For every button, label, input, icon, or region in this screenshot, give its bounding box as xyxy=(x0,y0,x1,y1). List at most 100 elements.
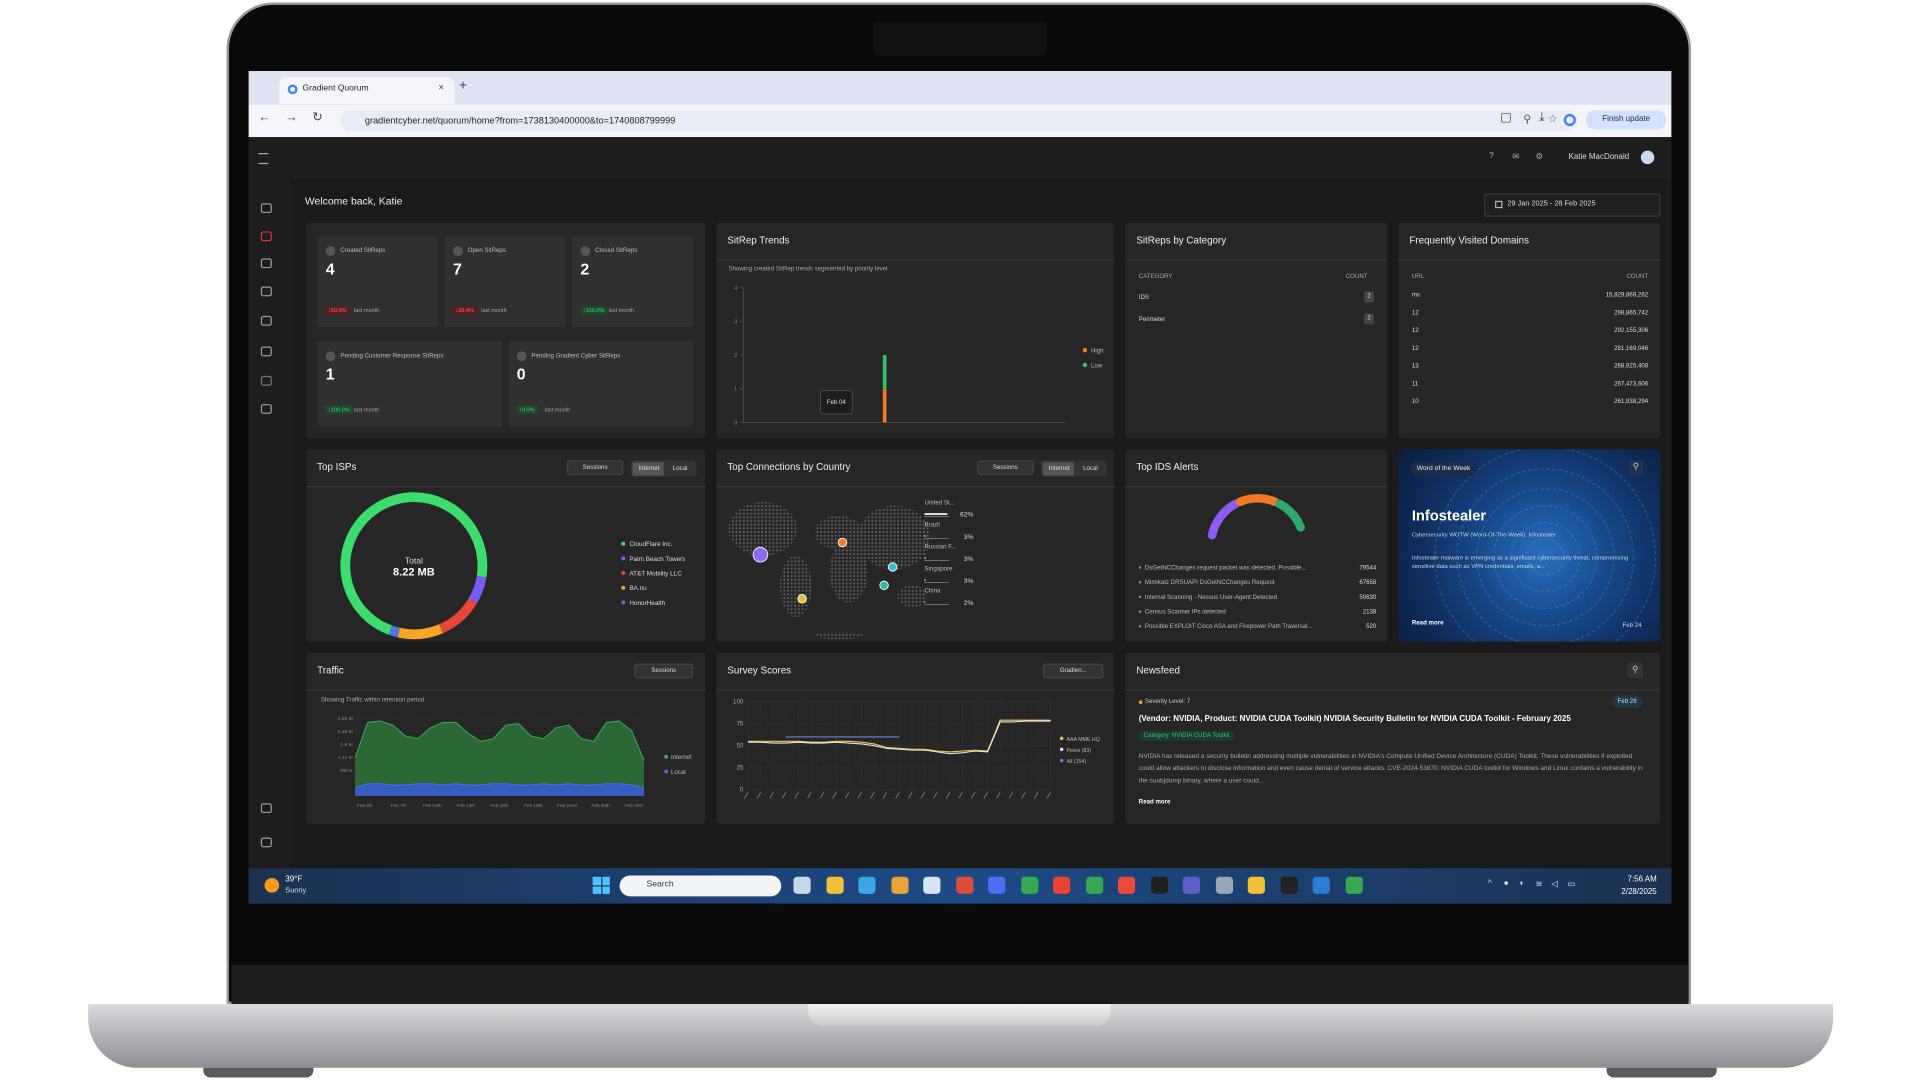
taskbar-app[interactable] xyxy=(1150,876,1168,894)
tray-icon[interactable]: ^ xyxy=(1487,879,1492,888)
x-tick xyxy=(807,791,812,799)
taskbar-app[interactable] xyxy=(1280,876,1298,894)
taskbar-app[interactable] xyxy=(1312,876,1330,894)
taskbar-app[interactable] xyxy=(1247,876,1265,894)
top-connections-card: Top Connections by Country Sessions Intern… xyxy=(716,449,1115,642)
nav-button[interactable]: ↻ xyxy=(312,111,323,125)
taskbar-app[interactable] xyxy=(858,876,876,894)
search-icon[interactable]: ⚲ xyxy=(1628,460,1644,476)
nav-button[interactable]: ← xyxy=(258,111,271,125)
header-icon[interactable]: ✉ xyxy=(1512,153,1520,162)
taskbar-app[interactable] xyxy=(1085,876,1103,894)
addr-icon[interactable]: ⚲ xyxy=(1523,112,1532,125)
tray-icon[interactable]: ● xyxy=(1503,879,1509,888)
taskbar-app[interactable] xyxy=(923,876,941,894)
sidebar-icon[interactable] xyxy=(260,231,272,242)
new-tab-icon[interactable]: + xyxy=(459,78,468,94)
sidebar-icon[interactable] xyxy=(260,375,272,386)
taskbar-app[interactable] xyxy=(825,876,844,894)
alert-bullet xyxy=(1138,581,1142,584)
start-button[interactable] xyxy=(592,876,610,894)
taskbar-app[interactable] xyxy=(1345,876,1363,894)
taskbar-app[interactable] xyxy=(988,876,1006,894)
sidebar-icon[interactable] xyxy=(260,286,272,297)
date-range-picker[interactable]: 29 Jan 2025 - 28 Feb 2025 xyxy=(1484,193,1661,217)
donut-segment xyxy=(468,575,487,604)
card-title: Top Connections by Country xyxy=(727,461,851,473)
legend-swatch xyxy=(664,769,669,774)
sidebar-icon[interactable] xyxy=(260,346,272,357)
taskbar-app[interactable] xyxy=(793,876,811,894)
sidebar-icon[interactable] xyxy=(260,258,272,269)
group-dropdown[interactable]: Gradien... xyxy=(1043,663,1104,679)
sessions-dropdown[interactable]: Sessions xyxy=(634,663,694,679)
country-share: 3% xyxy=(964,556,974,563)
stat-tile[interactable]: Created SitReps 4 ↓50.0% last month xyxy=(317,236,439,327)
sidebar-icon[interactable] xyxy=(260,315,272,326)
taskbar-app[interactable] xyxy=(1053,876,1071,894)
toggle-option[interactable]: Local xyxy=(1073,461,1107,477)
browser-tab[interactable]: Gradient Quorum × xyxy=(279,77,455,105)
x-tick xyxy=(983,791,989,799)
country-bar-track xyxy=(924,516,949,517)
user-avatar[interactable] xyxy=(1640,150,1655,165)
alert-bullet xyxy=(1138,625,1142,628)
stat-tile[interactable]: Pending Customer Response SitReps 1 ↑100.0… xyxy=(317,341,503,427)
read-more-link[interactable]: Read more xyxy=(1411,619,1444,627)
start-pane xyxy=(601,876,610,885)
toolbar-icon[interactable]: ▢ xyxy=(1500,111,1512,125)
severity-label: Severity Level: 7 xyxy=(1144,697,1191,706)
tab-close-icon[interactable]: × xyxy=(438,82,445,94)
profile-icon[interactable] xyxy=(1563,113,1576,127)
x-tick xyxy=(769,791,774,799)
nav-button[interactable]: → xyxy=(285,111,298,125)
y-tick-label: 100 xyxy=(733,698,744,705)
taskbar-app[interactable] xyxy=(1117,876,1136,894)
bezel-bottom xyxy=(231,964,1689,1005)
toggle-option[interactable]: Local xyxy=(663,461,697,477)
stat-tile[interactable]: Open SitReps 7 ↓36.4% last month xyxy=(444,236,566,327)
sidebar-icon[interactable] xyxy=(260,803,272,814)
sidebar-icon[interactable] xyxy=(260,837,272,848)
sessions-dropdown[interactable]: Sessions xyxy=(566,460,624,476)
taskbar-app[interactable] xyxy=(955,876,973,894)
ring-decoration xyxy=(1510,522,1581,593)
address-bar[interactable]: gradientcyber.net/quorum/home?from=17381… xyxy=(340,110,1578,132)
search-icon[interactable]: ⚲ xyxy=(1627,662,1644,679)
read-more-link[interactable]: Read more xyxy=(1138,798,1171,806)
finish-update-button[interactable]: Finish update xyxy=(1585,110,1667,130)
stat-tile[interactable]: Pending Gradient Cyber SitReps 0 ↑0.0% last… xyxy=(508,341,694,427)
tray-icon[interactable]: ≋ xyxy=(1535,880,1543,889)
taskbar-app[interactable] xyxy=(890,876,908,894)
taskbar-app[interactable] xyxy=(1020,876,1038,894)
taskbar-search[interactable]: Search xyxy=(619,875,782,897)
legend-swatch xyxy=(1082,362,1088,368)
alert-bullet xyxy=(1138,595,1142,599)
tray-icon[interactable]: ◁ xyxy=(1551,880,1559,889)
user-name[interactable]: Katie MacDonald xyxy=(1568,153,1630,162)
news-body: NVIDIA has released a security bulletin … xyxy=(1138,753,1643,785)
sidebar-icon[interactable] xyxy=(260,404,272,414)
addr-icon[interactable]: ☆ xyxy=(1547,112,1558,125)
x-tick xyxy=(844,791,850,799)
menu-icon[interactable] xyxy=(258,153,269,165)
clock-time[interactable]: 7:56 AM xyxy=(1627,875,1657,885)
taskbar-app[interactable] xyxy=(1215,876,1233,894)
header-icon[interactable]: ⚙ xyxy=(1535,153,1544,162)
clock-date[interactable]: 2/28/2025 xyxy=(1621,887,1657,897)
stat-tile[interactable]: Closed SitReps 2 ↑100.0% last month xyxy=(571,236,694,327)
legend-swatch xyxy=(1059,736,1064,741)
sessions-dropdown[interactable]: Sessions xyxy=(977,460,1034,476)
donut-segment xyxy=(340,492,488,635)
tray-icon[interactable]: ▭ xyxy=(1567,880,1576,889)
x-tick-label: Feb 10th xyxy=(423,803,442,808)
news-headline[interactable]: (Vendor: NVIDIA, Product: NVIDIA CUDA To… xyxy=(1138,715,1571,724)
toolbar-icon[interactable]: ⤓ xyxy=(1539,111,1545,125)
foot-left xyxy=(203,1067,314,1078)
header-icon[interactable]: ? xyxy=(1488,151,1494,161)
taskbar-app[interactable] xyxy=(1182,876,1201,894)
area-line xyxy=(354,783,645,789)
sidebar-icon[interactable] xyxy=(260,203,272,214)
map-landmass xyxy=(897,585,927,608)
tray-icon[interactable]: ◐ xyxy=(1519,879,1525,888)
